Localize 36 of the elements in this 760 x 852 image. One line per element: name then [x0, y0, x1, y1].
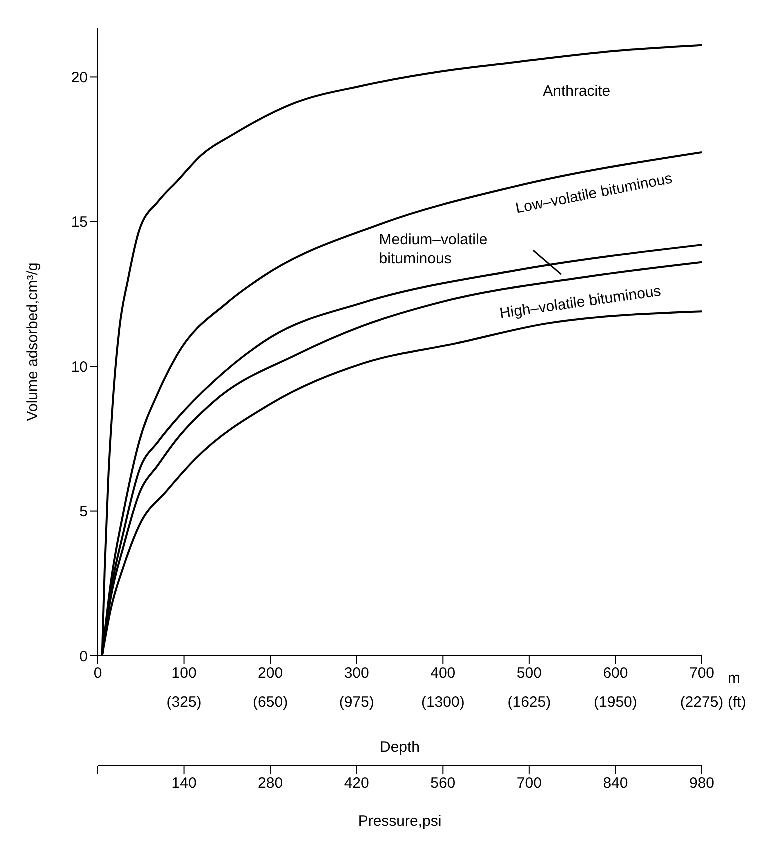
text: (2275) [680, 694, 724, 711]
text: (650) [253, 694, 288, 711]
x2-tick-label: 700 [516, 775, 542, 792]
x-tick-label: 200 [258, 665, 284, 682]
x2-tick-label: 140 [172, 775, 197, 792]
text: (1625) [508, 694, 552, 711]
text: Low–volatile bituminous [514, 170, 674, 218]
y-tick-label: 20 [71, 70, 88, 87]
x2-tick-label: 560 [430, 775, 456, 792]
text: (1300) [421, 694, 465, 711]
y-axis-title: Volume adsorbed,cm³/g [24, 262, 42, 422]
series-label: Medium–volatile bituminous [379, 231, 488, 268]
text: (975) [339, 694, 374, 711]
x-tick-label: 600 [603, 665, 628, 682]
x-tick-label: 300 [344, 665, 370, 682]
y-tick-label: 0 [80, 648, 88, 666]
x-tick-label: 500 [516, 665, 542, 682]
x-tick-label: 400 [430, 665, 456, 682]
x-tick-label: 0 [94, 665, 102, 682]
x-tick-label: 100 [172, 665, 197, 682]
y-tick-label: 10 [71, 358, 88, 376]
text: m [728, 670, 740, 687]
x2-tick-label: 280 [258, 775, 284, 792]
x2-tick-label: 420 [344, 775, 370, 792]
text: (325) [166, 694, 202, 711]
x2-tick-label: 840 [603, 775, 628, 792]
series-label: Anthracite [543, 83, 611, 100]
text: (1950) [594, 694, 638, 711]
y-tick-label: 5 [80, 504, 88, 521]
x2-axis-title: Pressure,psi [358, 813, 442, 830]
x-tick-label: 700 [689, 665, 715, 682]
legend-label: High–volatile bituminous [498, 282, 662, 322]
y-tick-label: 15 [71, 214, 88, 232]
x-axis-title: Depth [380, 739, 420, 756]
text: (ft) [728, 694, 746, 711]
x2-tick-label: 980 [689, 775, 715, 792]
